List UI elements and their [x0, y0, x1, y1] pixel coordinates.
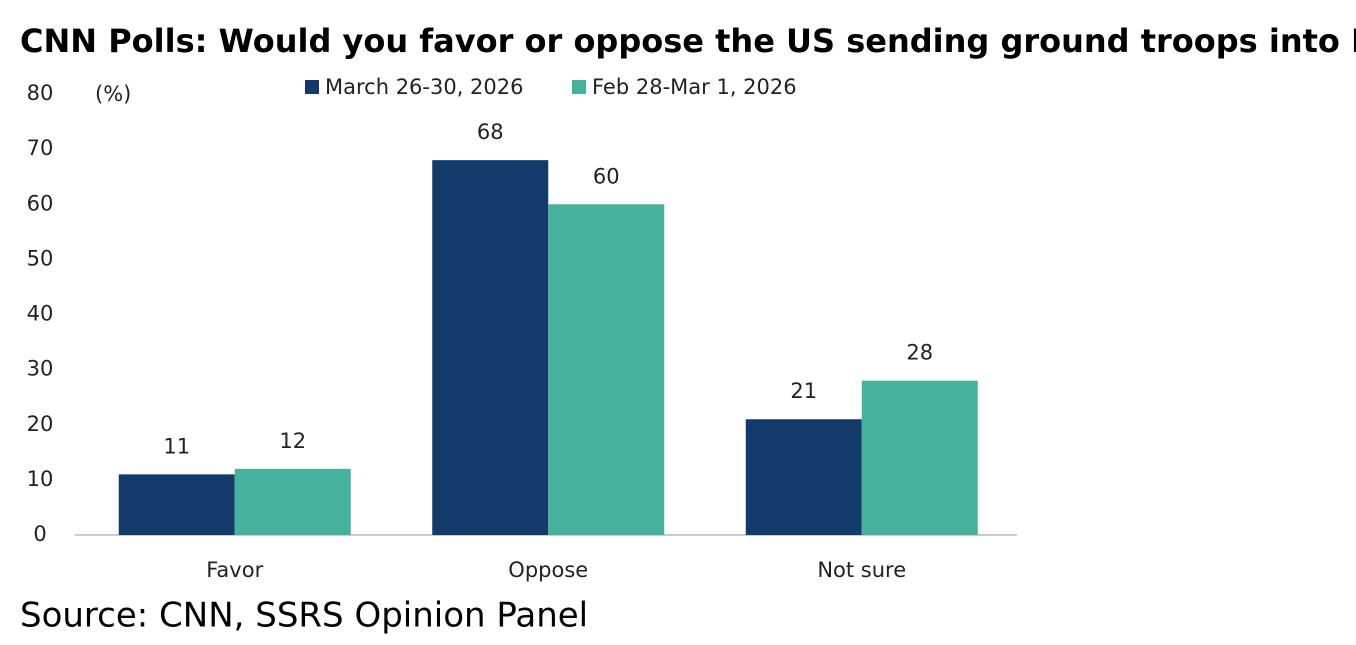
y-tick-label: 60 — [27, 191, 54, 215]
y-tick-label: 40 — [27, 302, 54, 326]
y-tick-label: 50 — [27, 246, 54, 270]
data-label: 21 — [790, 379, 817, 403]
data-label: 68 — [477, 120, 504, 144]
data-label: 60 — [593, 164, 620, 188]
y-tick-label: 30 — [27, 357, 54, 381]
bar — [234, 468, 351, 535]
x-tick-label: Oppose — [508, 558, 588, 582]
bar — [745, 419, 862, 535]
data-label: 12 — [279, 429, 306, 453]
bar — [432, 160, 549, 535]
data-label: 11 — [163, 434, 190, 458]
bar — [118, 474, 235, 535]
y-tick-label: 20 — [27, 412, 54, 436]
y-tick-label: 10 — [27, 467, 54, 491]
legend-label: March 26-30, 2026 — [325, 75, 524, 99]
bar — [548, 204, 665, 535]
legend-label: Feb 28-Mar 1, 2026 — [592, 75, 797, 99]
bar — [861, 380, 978, 535]
source: Source: CNN, SSRS Opinion Panel — [20, 596, 588, 636]
y-tick-label: 70 — [27, 136, 54, 160]
x-tick-label: Not sure — [817, 558, 906, 582]
x-tick-label: Favor — [206, 558, 263, 582]
legend-swatch — [305, 80, 319, 94]
chart-title: CNN Polls: Would you favor or oppose the… — [20, 22, 1356, 60]
y-tick-label: 0 — [33, 522, 46, 546]
legend-swatch — [572, 80, 586, 94]
y-tick-label: 80 — [27, 81, 54, 105]
y-axis-unit: (%) — [95, 82, 131, 106]
data-label: 28 — [906, 341, 933, 365]
